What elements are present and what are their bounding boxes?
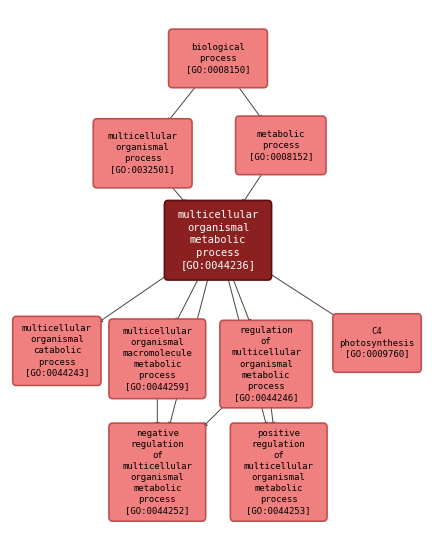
FancyBboxPatch shape [109,423,206,521]
FancyBboxPatch shape [13,316,101,385]
FancyBboxPatch shape [164,200,272,280]
FancyBboxPatch shape [220,321,312,408]
FancyBboxPatch shape [333,314,421,372]
Text: multicellular
organismal
metabolic
process
[GO:0044236]: multicellular organismal metabolic proce… [177,210,259,270]
FancyBboxPatch shape [169,29,267,88]
Text: multicellular
organismal
macromolecule
metabolic
process
[GO:0044259]: multicellular organismal macromolecule m… [123,327,192,391]
FancyBboxPatch shape [93,119,192,188]
Text: negative
regulation
of
multicellular
organismal
metabolic
process
[GO:0044252]: negative regulation of multicellular org… [123,429,192,516]
Text: C4
photosynthesis
[GO:0009760]: C4 photosynthesis [GO:0009760] [340,327,415,358]
Text: biological
process
[GO:0008150]: biological process [GO:0008150] [186,43,250,74]
Text: positive
regulation
of
multicellular
organismal
metabolic
process
[GO:0044253]: positive regulation of multicellular org… [244,429,313,516]
FancyBboxPatch shape [235,116,326,175]
Text: multicellular
organismal
catabolic
process
[GO:0044243]: multicellular organismal catabolic proce… [22,324,92,378]
FancyBboxPatch shape [109,319,206,399]
Text: regulation
of
multicellular
organismal
metabolic
process
[GO:0044246]: regulation of multicellular organismal m… [231,326,301,402]
Text: metabolic
process
[GO:0008152]: metabolic process [GO:0008152] [249,130,313,161]
FancyBboxPatch shape [230,423,327,521]
Text: multicellular
organismal
process
[GO:0032501]: multicellular organismal process [GO:003… [108,132,177,175]
